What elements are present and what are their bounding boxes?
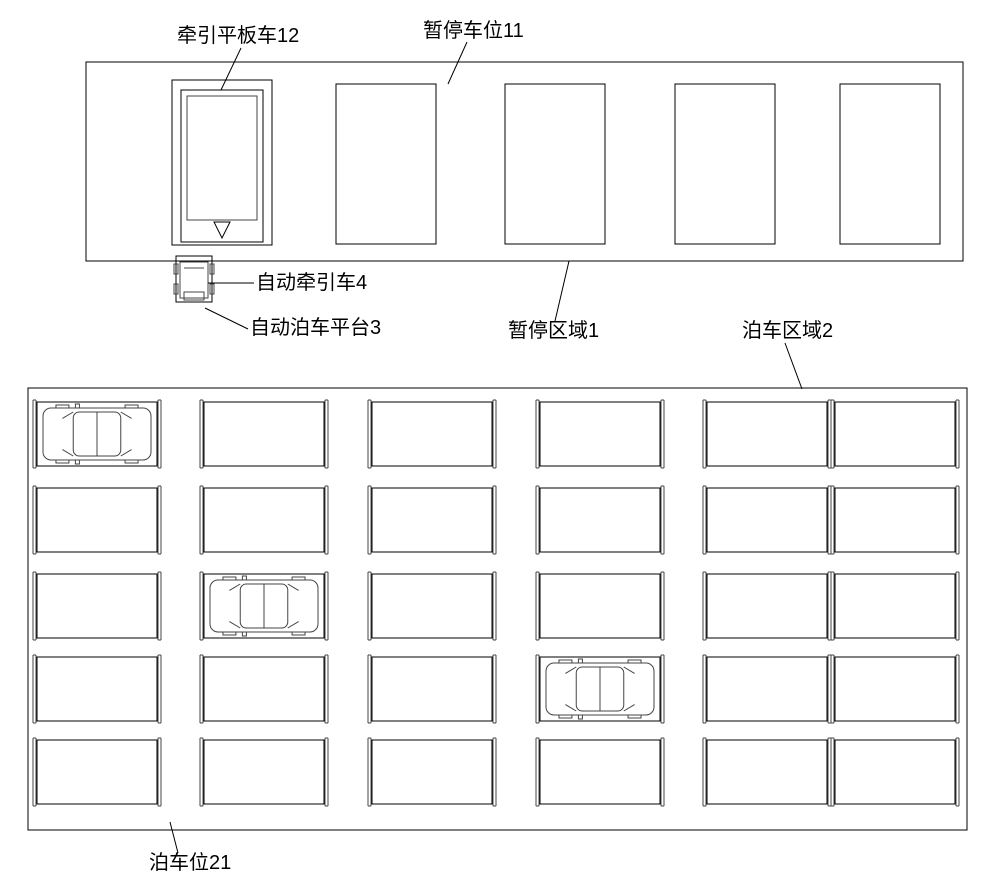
- label-platform: 自动泊车平台3: [250, 316, 381, 339]
- label-park_spot: 泊车位21: [149, 851, 231, 874]
- label-temp_spot: 暂停车位11: [423, 19, 524, 42]
- label-temp_area: 暂停区域1: [508, 319, 599, 342]
- label-flatbed: 牵引平板车12: [177, 24, 299, 47]
- label-tractor: 自动牵引车4: [256, 271, 367, 294]
- label-park_area: 泊车区域2: [742, 319, 833, 342]
